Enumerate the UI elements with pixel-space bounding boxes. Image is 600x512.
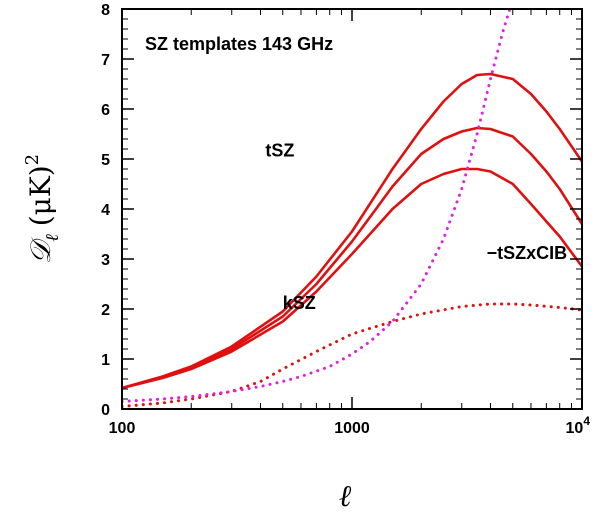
annotation: tSZ [265, 141, 294, 161]
y-tick-label: 8 [101, 2, 110, 19]
x-tick-label: 104 [566, 414, 591, 437]
y-tick-label: 3 [101, 252, 110, 269]
plot-frame [121, 8, 583, 410]
y-tick-label: 7 [101, 52, 110, 69]
series-tsz-upper [122, 72, 582, 390]
y-tick-label: 4 [101, 202, 110, 219]
y-tick-label: 5 [101, 152, 110, 169]
annotation: kSZ [283, 293, 316, 313]
series-tsz-middle [122, 126, 582, 390]
y-axis-label: 𝒟ℓ(μK)2 [22, 154, 63, 264]
y-tick-label: 1 [101, 352, 110, 369]
labels-layer: 0 1 2 3 4 5 6 7 8 100 1000 104 tSZ −tSZxCIB kSZ [101, 2, 590, 437]
y-label-power: 2 [22, 154, 43, 165]
series-tszxcib [122, 9, 512, 403]
y-tick-label: 0 [101, 402, 110, 419]
y-tick-label: 2 [101, 302, 110, 319]
series-tsz-lower [122, 167, 582, 390]
series-ksz [122, 302, 582, 408]
y-tick-label: 6 [101, 102, 110, 119]
chart-title: SZ templates 143 GHz [145, 34, 333, 54]
svg-text:𝒟ℓ(μK)2: 𝒟ℓ(μK)2 [22, 154, 63, 264]
y-label-sub: ℓ [42, 234, 63, 242]
x-axis-label: ℓ [339, 479, 352, 512]
y-label-units: (μK) [24, 165, 57, 226]
x-tick-label: 100 [109, 420, 136, 437]
series-layer [122, 9, 582, 408]
ticks-layer [121, 8, 583, 410]
x-tick-label: 1000 [334, 420, 370, 437]
annotation: −tSZxCIB [487, 243, 568, 263]
